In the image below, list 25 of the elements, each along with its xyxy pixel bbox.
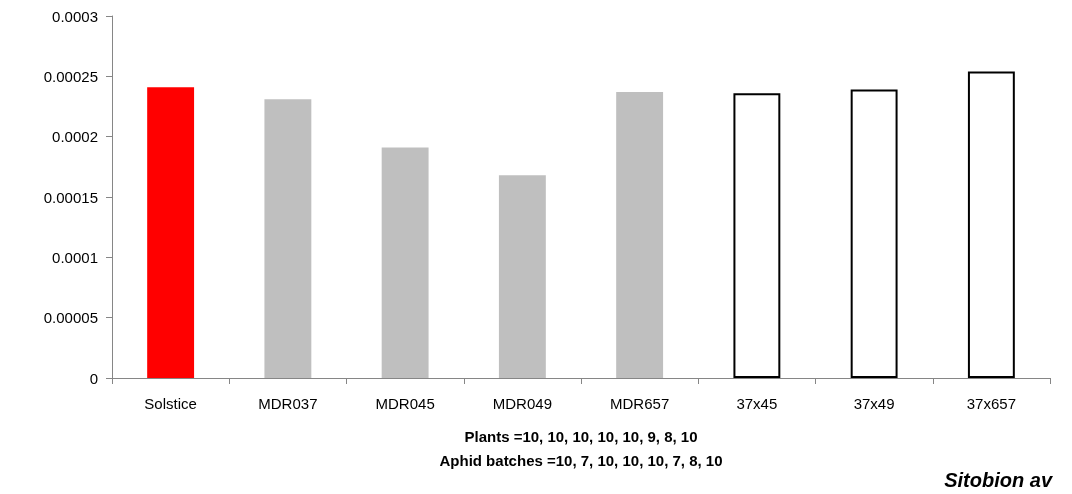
y-tick-label: 0.00005 — [43, 309, 98, 327]
y-tick-label: 0.00015 — [43, 188, 98, 206]
x-tick-label: 37x45 — [736, 395, 778, 412]
x-axis-title: Plants =10, 10, 10, 10, 10, 9, 8, 10 Aphid batches =10, 7, 10, 10, 10, 7, 8, 10 — [439, 427, 723, 469]
bar — [147, 87, 195, 378]
y-tick-label: 0.0002 — [52, 128, 98, 146]
bar — [850, 89, 898, 378]
bar — [733, 93, 781, 378]
bar — [264, 99, 312, 378]
x-tick-label: MDR657 — [610, 395, 670, 412]
text: Sitobion av — [944, 469, 1054, 491]
x-tick-label: 37x49 — [853, 395, 895, 412]
x-tick-label: 37x657 — [966, 395, 1016, 412]
y-tick-label: 0.00025 — [43, 67, 98, 85]
x-tick-label: MDR037 — [258, 395, 318, 412]
x-tick-label: Solstice — [144, 395, 197, 412]
y-tick-label: 0 — [89, 369, 98, 387]
bar — [616, 92, 664, 378]
bar — [967, 71, 1015, 378]
bar — [498, 175, 546, 378]
y-tick-label: 0.0003 — [52, 7, 98, 25]
x-tick-label: MDR045 — [375, 395, 435, 412]
x-tick-label: MDR049 — [492, 395, 552, 412]
y-tick-label: 0.0001 — [52, 248, 98, 266]
bar — [381, 147, 429, 378]
